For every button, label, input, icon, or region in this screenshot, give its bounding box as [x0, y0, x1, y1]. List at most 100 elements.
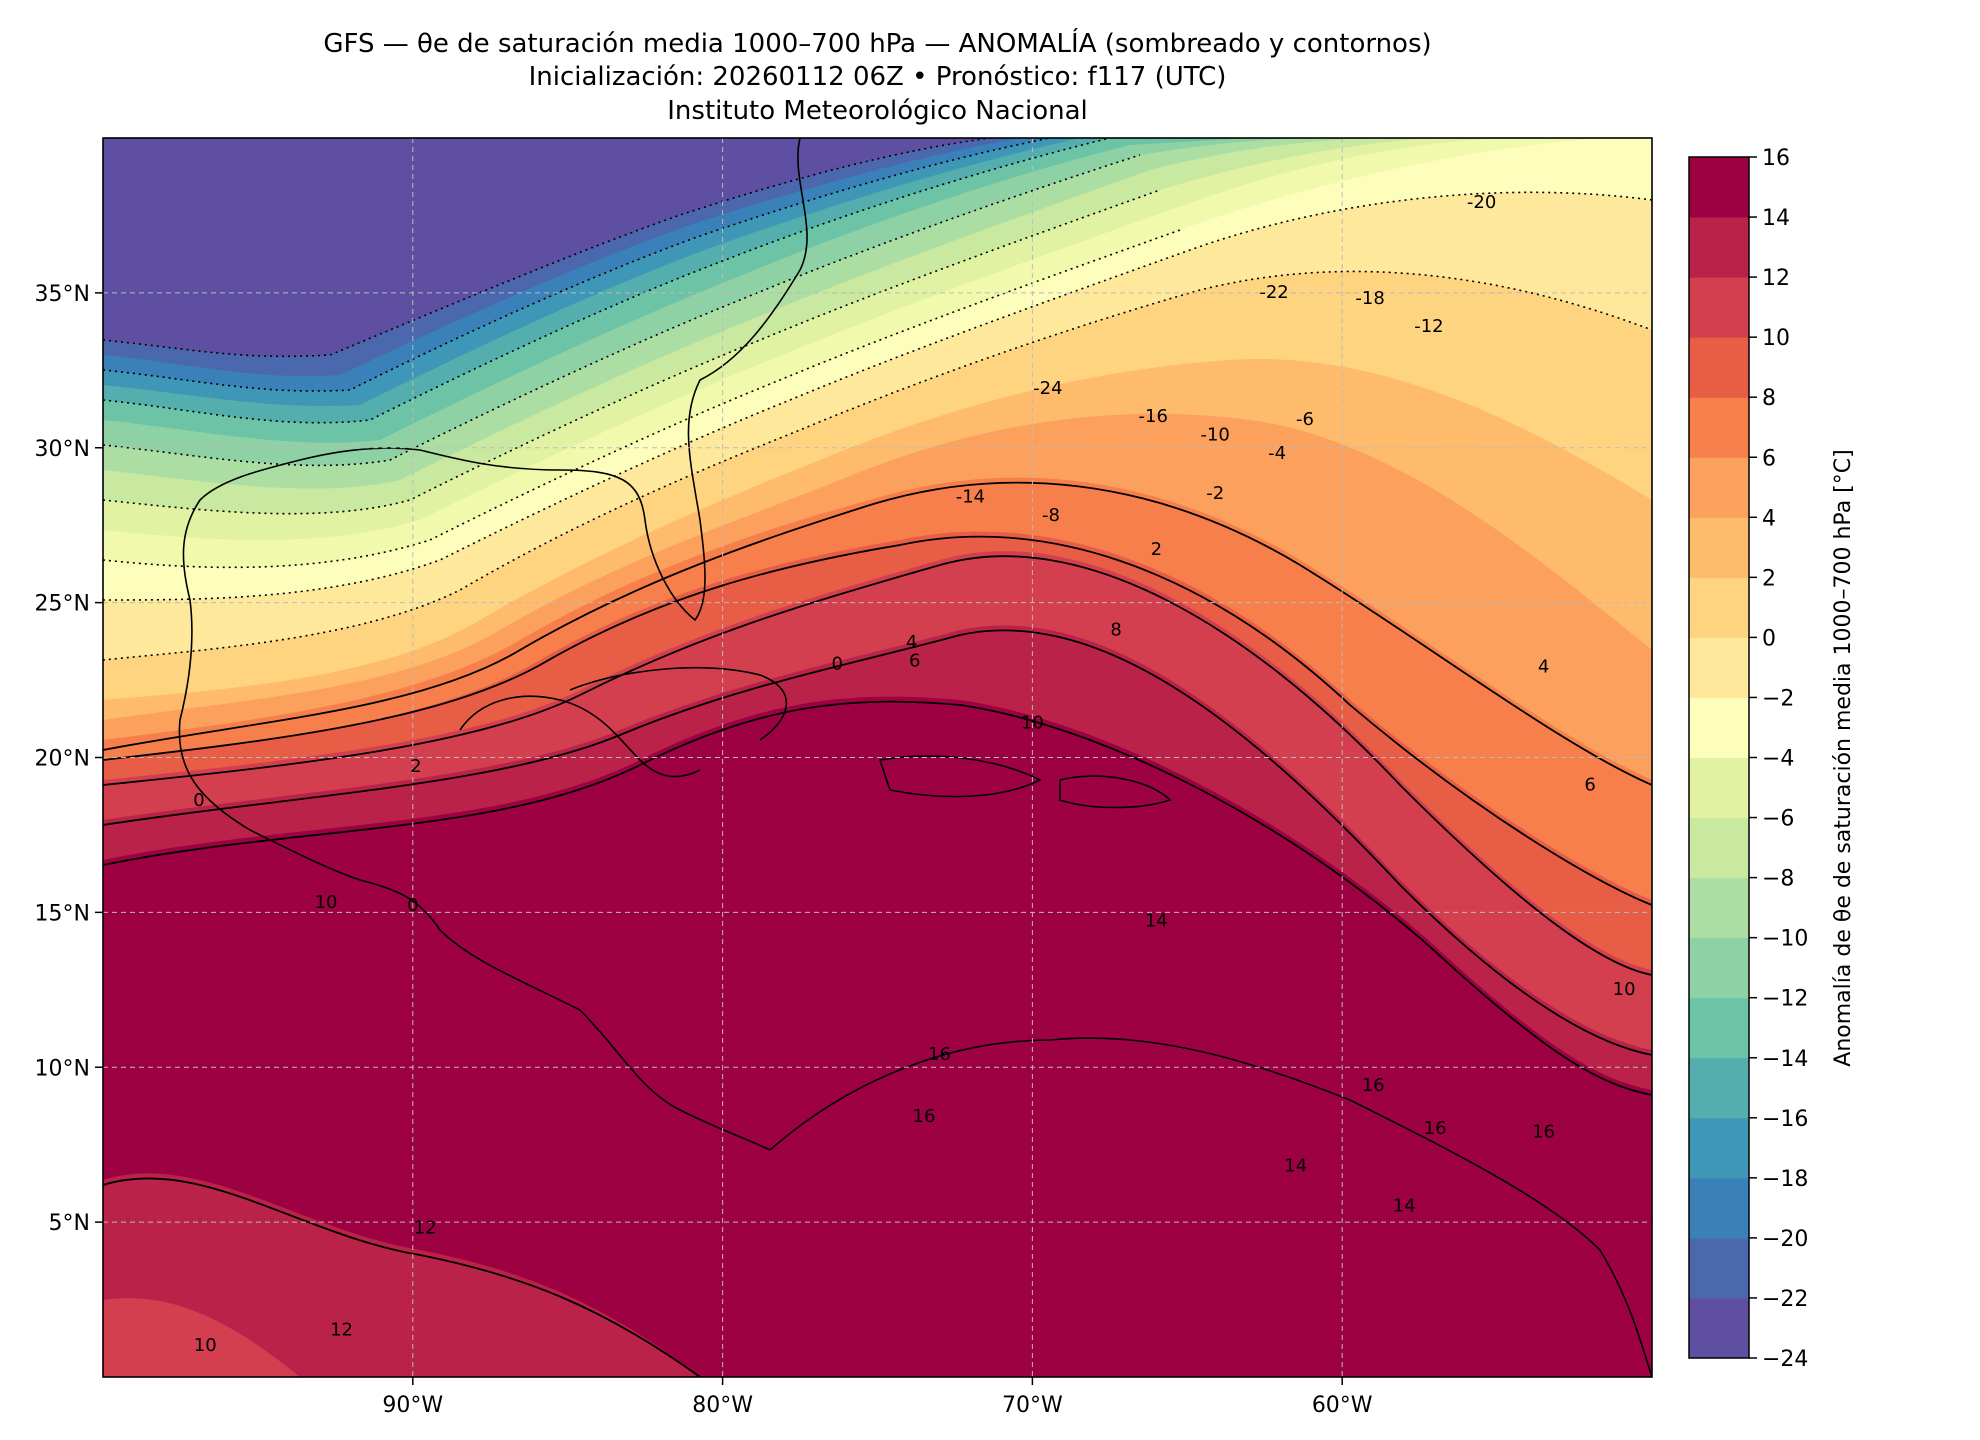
- colorbar-tick-label: 4: [1762, 506, 1776, 531]
- coastlines: [178, 138, 1652, 1377]
- colorbar-tick-label: −6: [1762, 807, 1794, 832]
- colorbar-tick-label: −10: [1762, 927, 1808, 952]
- contour-label: -4: [1268, 443, 1286, 464]
- contour-label: 14: [1145, 911, 1168, 932]
- contour-label: -8: [1042, 505, 1060, 526]
- contour-label: 14: [1393, 1196, 1416, 1217]
- colorbar-tick-label: 0: [1762, 626, 1776, 651]
- contour-label: 4: [906, 632, 917, 653]
- contour-label: -2: [1206, 483, 1224, 504]
- contour-label: 16: [928, 1044, 951, 1065]
- contour-label: -22: [1259, 282, 1288, 303]
- contour-label: 16: [913, 1106, 936, 1127]
- band-12: [103, 1173, 700, 1377]
- contour-label: 12: [414, 1217, 437, 1238]
- colorbar-tick-label: 10: [1762, 326, 1790, 351]
- contour-label: -12: [1414, 316, 1443, 337]
- lon-tick-label: 70°W: [1002, 1393, 1063, 1418]
- colorbar-bin: [1689, 1177, 1749, 1239]
- map-title-line1: GFS — θe de saturación media 1000–700 hP…: [323, 29, 1432, 59]
- longitude-ticks: 90°W 80°W 70°W 60°W: [382, 1377, 1373, 1418]
- colorbar-bin: [1689, 757, 1749, 819]
- colorbar-bin: [1689, 577, 1749, 638]
- contour-label: 10: [1613, 979, 1636, 1000]
- colorbar-bin: [1689, 337, 1749, 398]
- contour-label: 10: [315, 892, 338, 913]
- colorbar-tick-label: −18: [1762, 1167, 1808, 1192]
- colorbar-bin: [1689, 697, 1749, 758]
- contour-label: -24: [1033, 378, 1062, 399]
- colorbar-bin: [1689, 457, 1749, 518]
- lat-tick-label: 30°N: [35, 437, 90, 462]
- colorbar-bin: [1689, 937, 1749, 999]
- contour-label: 10: [194, 1335, 217, 1356]
- colorbar-bin: [1689, 877, 1749, 939]
- colorbar-tick-label: −16: [1762, 1107, 1808, 1132]
- lat-tick-label: 15°N: [35, 901, 90, 926]
- contour-label: 6: [909, 650, 920, 671]
- contour-label: 10: [1021, 712, 1044, 733]
- contour-labels: -24-22-20-18-16-14-12-10-8-6-4-202468101…: [193, 192, 1635, 1356]
- colorbar-tick-label: 2: [1762, 566, 1776, 591]
- colorbar-tick-label: 6: [1762, 446, 1776, 471]
- map-title-line3: Instituto Meteorológico Nacional: [667, 96, 1088, 126]
- lat-tick-label: 5°N: [49, 1211, 90, 1236]
- contour-label: 12: [330, 1320, 353, 1341]
- colorbar-tick-label: −8: [1762, 867, 1794, 892]
- latitude-ticks: 35°N 30°N 25°N 20°N 15°N 10°N 5°N: [35, 282, 103, 1236]
- contour-label: -18: [1355, 288, 1384, 309]
- contour-label: 16: [1424, 1118, 1447, 1139]
- colorbar-tick-label: 16: [1762, 146, 1790, 171]
- band-m24: [103, 138, 990, 357]
- lat-tick-label: 25°N: [35, 592, 90, 617]
- colorbar-tick-label: −22: [1762, 1287, 1808, 1312]
- contour-label: 16: [1532, 1121, 1555, 1142]
- lon-tick-label: 80°W: [692, 1393, 753, 1418]
- band-10: [103, 1298, 300, 1377]
- colorbar-bin: [1689, 817, 1749, 879]
- contour-label: 8: [1110, 620, 1121, 641]
- contour-label: 6: [1584, 774, 1595, 795]
- colorbar-tick-label: −2: [1762, 686, 1794, 711]
- anomaly-field: -24-22-20-18-16-14-12-10-8-6-4-202468101…: [103, 138, 1652, 1377]
- lat-tick-label: 20°N: [35, 747, 90, 772]
- colorbar-bin: [1689, 277, 1749, 338]
- contour-label: -10: [1200, 424, 1229, 445]
- colorbar-bin: [1689, 517, 1749, 578]
- colorbar-bin: [1689, 1057, 1749, 1119]
- lat-tick-label: 35°N: [35, 282, 90, 307]
- colorbar-tick-label: −24: [1762, 1347, 1808, 1372]
- colorbar-bin: [1689, 157, 1749, 218]
- contour-label: -20: [1467, 192, 1496, 213]
- contour-label: 2: [1151, 539, 1162, 560]
- colorbar-tick-label: 14: [1762, 206, 1790, 231]
- colorbar-bin: [1689, 1297, 1749, 1359]
- colorbar-tick-label: −4: [1762, 747, 1794, 772]
- colorbar-tick-label: −12: [1762, 987, 1808, 1012]
- map-title-line2: Inicialización: 20260112 06Z • Pronóstic…: [528, 62, 1227, 92]
- lat-tick-label: 10°N: [35, 1056, 90, 1081]
- colorbar-bin: [1689, 1117, 1749, 1179]
- contour-label: 0: [831, 654, 842, 675]
- colorbar-bin: [1689, 397, 1749, 458]
- contour-label: 16: [1362, 1075, 1385, 1096]
- contour-label: -14: [956, 486, 985, 507]
- gridlines: [103, 138, 1652, 1377]
- colorbar-bin: [1689, 637, 1749, 698]
- contour-label: 0: [407, 895, 418, 916]
- contour-label: 14: [1284, 1155, 1307, 1176]
- colorbar-label: Anomalía de θe de saturación media 1000–…: [1831, 449, 1856, 1066]
- colorbar-bin: [1689, 217, 1749, 278]
- positive-contours: [103, 481, 1652, 1377]
- colorbar-bin: [1689, 997, 1749, 1059]
- colorbar-bin: [1689, 1237, 1749, 1299]
- contour-label: 2: [410, 756, 421, 777]
- contour-label: 0: [193, 790, 204, 811]
- negative-contours: [103, 138, 1652, 661]
- colorbar-tick-label: −20: [1762, 1227, 1808, 1252]
- colorbar: 16 14 12 10 8 6 4 2 0 −2 −4 −6 −8 −10 −12 −14 −16 −18 −20 −…: [1688, 146, 1808, 1372]
- colorbar-tick-label: 12: [1762, 266, 1790, 291]
- contour-label: 4: [1538, 657, 1549, 678]
- colorbar-tick-label: −14: [1762, 1047, 1808, 1072]
